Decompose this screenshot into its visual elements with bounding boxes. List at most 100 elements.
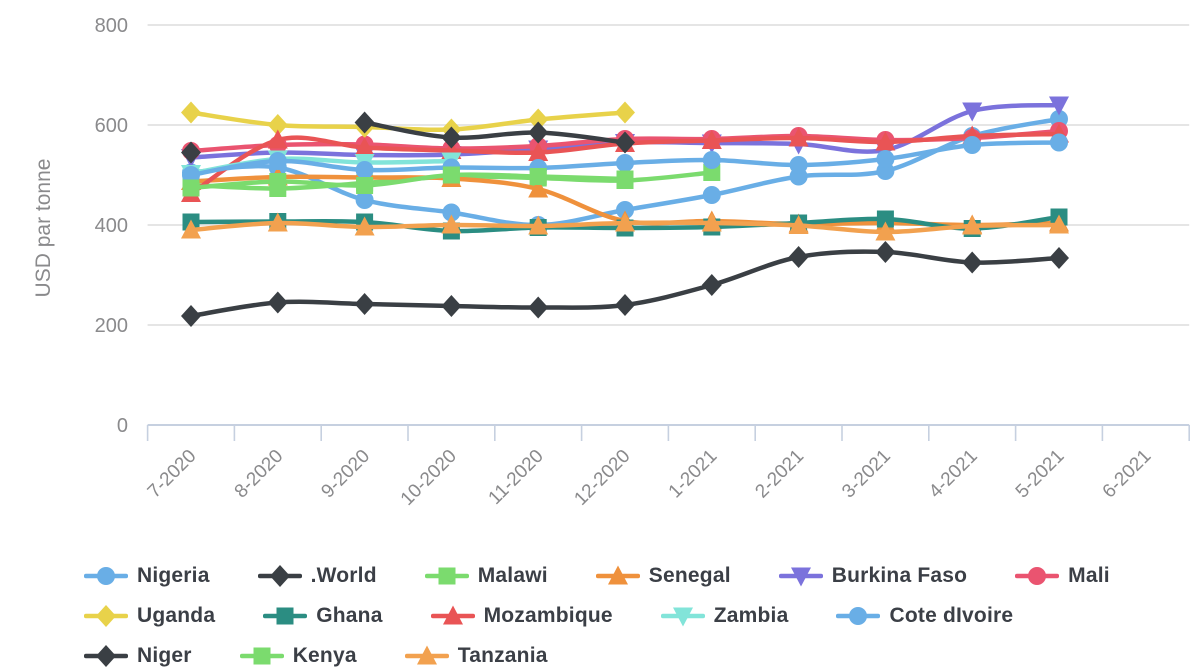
chart-legend: Nigeria .World Malawi Senegal Burkina Faso Ma… [84,556,1184,671]
data-point-marker [789,156,808,174]
legend-item-uganda[interactable]: Uganda [84,604,215,628]
x-axis-label: 4-2021 [925,446,982,503]
data-point-marker [1049,247,1069,269]
data-point-marker [354,111,375,134]
data-point-marker [849,607,868,625]
data-point-marker [529,168,547,185]
data-point-marker [267,212,288,232]
data-point-marker [1028,567,1047,585]
data-point-marker [1050,133,1068,152]
legend-triangle-icon [430,605,475,625]
data-point-marker [875,221,896,241]
data-series [181,96,1069,327]
legend-label: Malawi [477,564,548,587]
data-point-marker [876,210,894,228]
data-point-marker [269,565,290,587]
legend-diamond-icon [84,645,128,667]
x-axis-label: 10-2020 [397,446,461,510]
legend-triangle-icon [595,565,640,585]
legend-circle-icon [836,607,881,625]
x-axis-label: 11-2020 [485,446,548,509]
data-point-marker [253,647,271,665]
legend-square-icon [424,567,469,585]
legend-row: Nigeria .World Malawi Senegal Burkina Faso Ma… [84,556,1184,596]
data-point-marker [97,567,115,585]
data-point-marker [607,565,628,585]
legend-square-icon [263,607,308,625]
data-point-marker [788,246,809,268]
legend-label: Niger [137,644,192,667]
data-point-marker [528,121,549,144]
data-point-marker [267,114,288,136]
y-axis-label: 400 [95,215,128,237]
legend-triangle-down-icon [660,607,705,627]
data-point-marker [875,131,896,151]
price-line-chart: 800 600 400 200 0 7-2020 8-2020 9-2020 10-2020 11… [32,15,1190,510]
data-point-marker [615,101,635,124]
data-point-marker [182,179,200,197]
legend-item-senegal[interactable]: Senegal [595,564,731,588]
data-point-marker [962,215,983,235]
series-tanzania [181,212,1069,241]
data-point-marker [876,150,895,168]
legend-item-malawi[interactable]: Malawi [424,564,548,588]
y-axis-label: 600 [95,115,128,137]
x-axis-label: 5-2021 [1012,446,1069,503]
data-point-marker [181,101,201,124]
series-line-niger [362,120,628,145]
legend-label: Nigeria [137,564,210,587]
y-axis-label: 800 [95,15,128,37]
data-point-marker [528,108,549,131]
legend-label: Ghana [316,604,383,627]
data-point-marker [528,142,549,161]
data-point-marker [441,295,462,317]
x-axis-label: 12-2020 [570,446,634,510]
legend-row: Niger Kenya Tanzania [84,636,1184,671]
data-point-marker [1049,96,1069,116]
legend-label: Burkina Faso [831,564,968,587]
legend-triangle-down-icon [778,567,823,587]
legend-item-kenya[interactable]: Kenya [239,644,357,668]
legend-item-cote-divoire[interactable]: Cote dIvoire [836,604,1013,628]
data-point-marker [615,131,635,154]
series-kenya [182,166,634,197]
data-point-marker [703,164,721,181]
legend-label: Cote dIvoire [889,604,1014,627]
data-point-marker [442,166,460,184]
legend-item-mali[interactable]: Mali [1015,564,1110,588]
data-point-marker [269,173,287,190]
data-point-marker [355,191,374,209]
x-axis-label: 6-2021 [1099,446,1156,503]
y-axis-label: 200 [95,315,128,337]
legend-item-niger[interactable]: Niger [84,644,192,668]
x-axis-label: 2-2021 [751,446,808,503]
data-point-marker [354,216,375,236]
y-axis-title: USD par tonne [32,159,55,298]
data-point-marker [442,605,463,625]
legend-item-zambia[interactable]: Zambia [660,604,789,628]
legend-circle-icon [1015,567,1060,585]
data-point-marker [438,567,456,585]
data-point-marker [354,137,375,156]
series-line-uganda [188,110,628,133]
legend-item-ghana[interactable]: Ghana [263,604,382,628]
legend-item-burkina-faso[interactable]: Burkina Faso [778,564,968,588]
series-cote-divoire [182,133,1068,184]
data-point-marker [875,241,896,263]
data-point-marker [701,212,722,232]
x-axis-label: 7-2020 [144,446,201,503]
legend-diamond-icon [84,605,128,627]
data-point-marker [616,201,634,219]
data-point-marker [416,645,437,665]
data-point-marker [788,215,809,234]
data-point-marker [616,170,634,188]
data-point-marker [615,212,635,232]
data-point-marker [702,151,721,169]
legend-item-world[interactable]: .World [257,564,377,588]
legend-item-nigeria[interactable]: Nigeria [84,564,210,588]
legend-label: Mali [1068,564,1110,587]
legend-item-tanzania[interactable]: Tanzania [404,644,548,668]
legend-label: .World [310,564,377,587]
legend-item-mozambique[interactable]: Mozambique [430,604,613,628]
x-axis-label: 9-2020 [317,446,374,503]
